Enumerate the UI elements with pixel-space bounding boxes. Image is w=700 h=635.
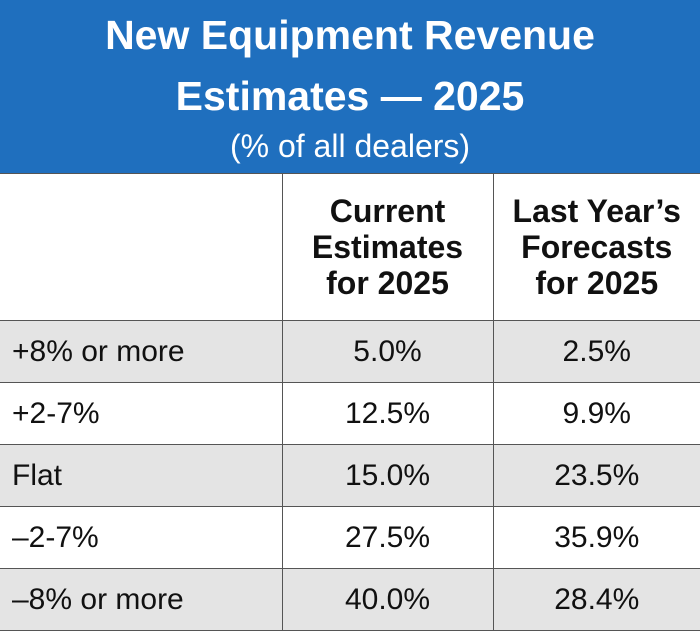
column-header-line: Estimates — [311, 229, 464, 265]
column-header-line: Last Year’s — [512, 193, 681, 229]
column-header-line: Forecasts — [521, 229, 673, 265]
column-header-line: for 2025 — [535, 265, 659, 301]
current-estimate-cell: 15.0% — [281, 444, 494, 507]
current-estimate-cell: 40.0% — [281, 568, 494, 631]
table-row: +8% or more 5.0% 2.5% — [0, 320, 700, 383]
row-label: –2-7% — [0, 506, 283, 569]
row-label: Flat — [0, 444, 283, 507]
revenue-estimates-table: Current Estimates for 2025 Last Year’s F… — [0, 173, 700, 631]
row-label: +8% or more — [0, 320, 283, 383]
title-line-2: Estimates — 2025 — [175, 73, 525, 119]
table-header-banner: New Equipment Revenue Estimates — 2025 (… — [0, 0, 700, 173]
column-header-last-year-forecasts: Last Year’s Forecasts for 2025 — [492, 173, 700, 321]
subtitle: (% of all dealers) — [229, 128, 471, 164]
table-row: +2-7% 12.5% 9.9% — [0, 382, 700, 445]
current-estimate-cell: 5.0% — [281, 320, 494, 383]
last-year-forecast-cell: 9.9% — [492, 382, 700, 445]
row-label: –8% or more — [0, 568, 283, 631]
title-line-1: New Equipment Revenue — [105, 12, 595, 58]
last-year-forecast-cell: 35.9% — [492, 506, 700, 569]
table-row: –2-7% 27.5% 35.9% — [0, 506, 700, 569]
column-header-row: Current Estimates for 2025 Last Year’s F… — [0, 173, 700, 321]
current-estimate-cell: 12.5% — [281, 382, 494, 445]
row-label: +2-7% — [0, 382, 283, 445]
last-year-forecast-cell: 23.5% — [492, 444, 700, 507]
row-label-header — [0, 173, 283, 321]
column-header-line: Current — [329, 193, 446, 229]
table-row: Flat 15.0% 23.5% — [0, 444, 700, 507]
last-year-forecast-cell: 2.5% — [492, 320, 700, 383]
table-row: –8% or more 40.0% 28.4% — [0, 568, 700, 631]
current-estimate-cell: 27.5% — [281, 506, 494, 569]
column-header-current-estimates: Current Estimates for 2025 — [281, 173, 494, 321]
last-year-forecast-cell: 28.4% — [492, 568, 700, 631]
column-header-line: for 2025 — [326, 265, 449, 301]
